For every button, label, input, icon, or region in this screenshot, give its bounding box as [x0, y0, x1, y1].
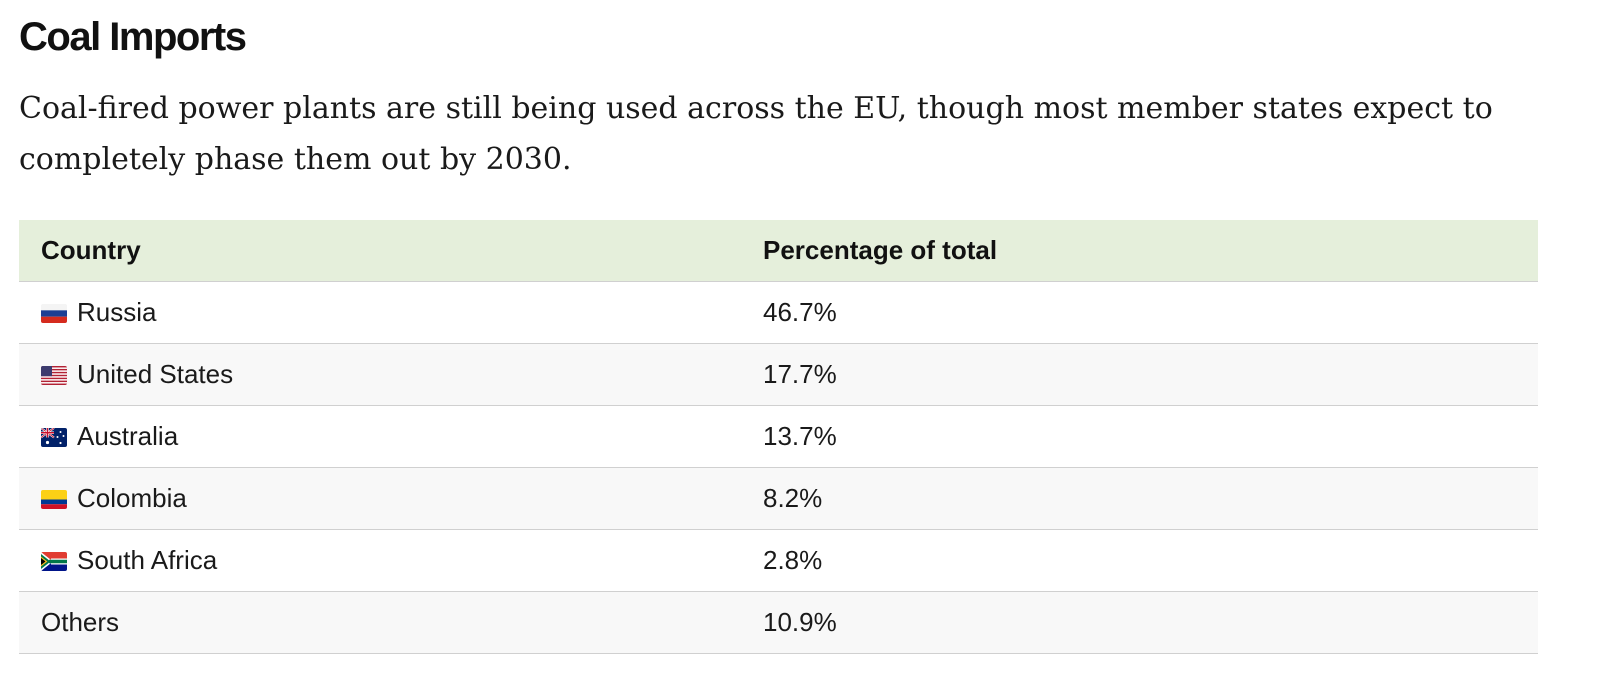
table-row: Russia 46.7%	[19, 281, 1538, 344]
percentage-cell: 46.7%	[741, 281, 1538, 344]
country-name: South Africa	[77, 545, 218, 575]
country-cell: Australia	[19, 405, 741, 468]
table-row: Colombia 8.2%	[19, 467, 1538, 530]
south-africa-flag-icon	[41, 552, 67, 571]
table-row: South Africa 2.8%	[19, 529, 1538, 592]
country-cell: United States	[19, 343, 741, 406]
australia-flag-icon	[41, 428, 67, 447]
percentage-cell: 10.9%	[741, 591, 1538, 654]
column-header-country: Country	[19, 220, 741, 282]
page-description: Coal-fired power plants are still being …	[19, 91, 1493, 177]
country-name: Colombia	[77, 483, 187, 513]
coal-imports-table: Country Percentage of total Russia 46.7%	[19, 220, 1538, 654]
usa-flag-icon	[41, 366, 67, 385]
table-row: United States 17.7%	[19, 343, 1538, 406]
page-title: Coal Imports	[19, 15, 247, 59]
colombia-flag-icon	[41, 490, 67, 509]
russia-flag-icon	[41, 304, 67, 323]
table-header-row: Country Percentage of total	[19, 220, 1538, 282]
column-header-percentage: Percentage of total	[741, 220, 1538, 282]
table-row: Others 10.9%	[19, 591, 1538, 654]
table-row: Australia 13.7%	[19, 405, 1538, 468]
percentage-cell: 13.7%	[741, 405, 1538, 468]
percentage-cell: 2.8%	[741, 529, 1538, 592]
country-cell: Russia	[19, 281, 741, 344]
country-name: Others	[41, 607, 120, 637]
country-cell: South Africa	[19, 529, 741, 592]
country-name: United States	[77, 359, 234, 389]
country-cell: Others	[19, 591, 741, 654]
percentage-cell: 17.7%	[741, 343, 1538, 406]
percentage-cell: 8.2%	[741, 467, 1538, 530]
country-name: Russia	[77, 297, 157, 327]
country-cell: Colombia	[19, 467, 741, 530]
country-name: Australia	[77, 421, 179, 451]
